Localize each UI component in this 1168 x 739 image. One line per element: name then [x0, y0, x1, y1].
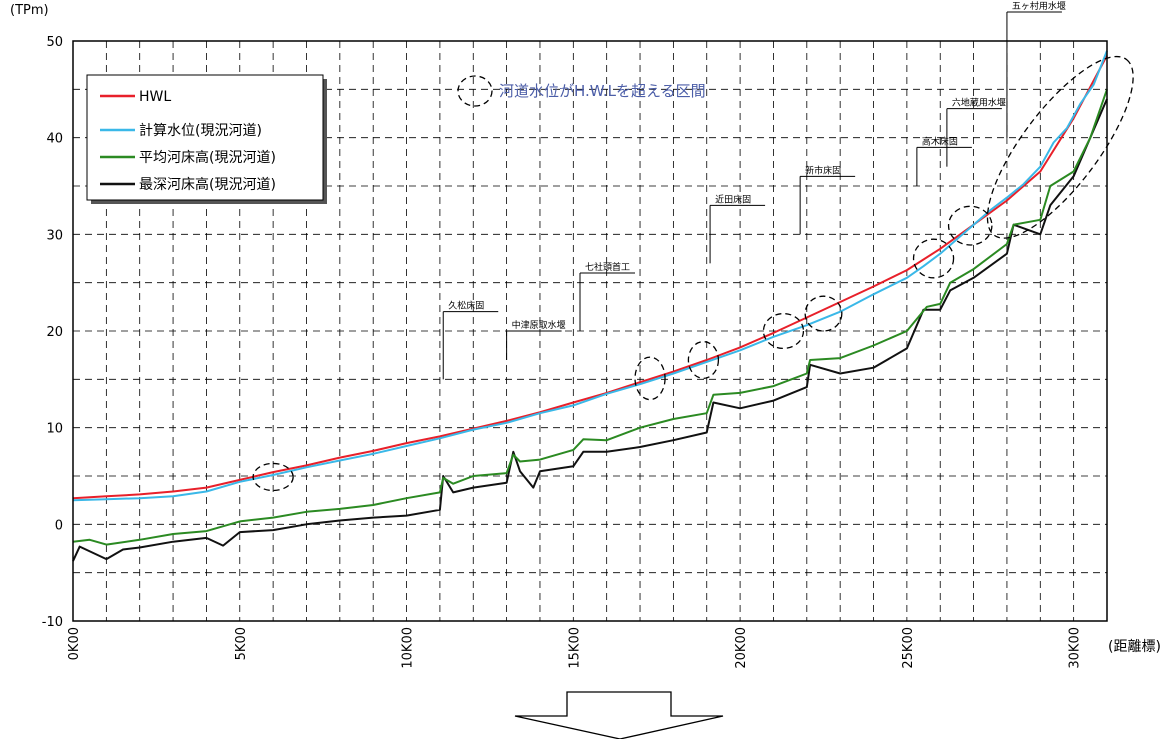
x-tick-label: 30K00 — [1068, 627, 1083, 669]
exceedance-ellipse — [762, 312, 805, 350]
x-tick-labels: 0K00 5K00 10K00 15K00 20K00 25K00 30K00 — [67, 627, 1083, 669]
legend-label-avg-bed: 平均河床高(現況河道) — [139, 149, 276, 166]
x-tick-label: 0K00 — [67, 627, 82, 660]
y-tick-label: 30 — [46, 228, 63, 243]
legend: HWL 計算水位(現況河道) 平均河床高(現況河道) 最深河床高(現況河道) — [86, 74, 327, 204]
exceedance-ellipse — [947, 205, 993, 246]
y-tick-label: 0 — [55, 518, 63, 533]
exceedance-ellipse-large — [986, 55, 1134, 239]
series-lines — [72, 50, 1108, 562]
plot-frame — [72, 40, 1108, 622]
x-tick-label: 25K00 — [901, 627, 916, 669]
y-tick-label: 50 — [46, 35, 63, 50]
exceedance-ellipse — [687, 340, 720, 380]
exceedance-ellipse — [252, 462, 294, 492]
exceedance-annotation: 河道水位がH.W.Lを超える区間 — [457, 75, 706, 107]
exceedance-ellipse — [912, 238, 955, 279]
structure-label: 近田床固 — [715, 193, 751, 205]
y-tick-label: 40 — [46, 132, 63, 147]
y-tick-labels: -10 0 10 20 30 40 50 — [42, 35, 63, 630]
y-unit-label: (TPm) — [10, 3, 49, 18]
y-tick-label: 20 — [46, 325, 63, 340]
series-line-2 — [72, 88, 1108, 546]
series-line-1 — [72, 50, 1108, 502]
x-unit-label: (距離標) — [1108, 638, 1161, 655]
series-line-0 — [72, 55, 1108, 500]
structure-label: 久松床固 — [448, 300, 484, 312]
y-tick-label: -10 — [42, 615, 63, 630]
structure-label: 中津原取水堰 — [512, 319, 566, 331]
structure-label: 七社頭首工 — [585, 261, 630, 273]
structure-label: 六地蔵用水堰 — [952, 97, 1006, 109]
down-arrow-icon — [514, 691, 724, 739]
structure-label: 新市床固 — [805, 164, 841, 176]
x-tick-label: 15K00 — [567, 627, 582, 669]
x-tick-label: 5K00 — [234, 627, 249, 660]
legend-label-hwl: HWL — [139, 89, 171, 105]
structure-label: 高木床固 — [922, 135, 958, 147]
legend-label-deepest-bed: 最深河床高(現況河道) — [139, 176, 276, 193]
annotation-text: 河道水位がH.W.Lを超える区間 — [499, 82, 706, 100]
structure-label: 五ヶ村用水堰 — [1012, 0, 1066, 12]
exceedance-ellipses — [252, 55, 1134, 492]
x-tick-label: 20K00 — [734, 627, 749, 669]
series-line-3 — [72, 98, 1108, 562]
exceedance-ellipse — [804, 295, 843, 332]
legend-label-calc-level: 計算水位(現況河道) — [139, 123, 262, 139]
exceedance-ellipse — [634, 356, 666, 401]
annotation-key-ellipse — [457, 75, 493, 107]
y-tick-label: 10 — [46, 422, 63, 437]
x-tick-label: 10K00 — [401, 627, 416, 669]
